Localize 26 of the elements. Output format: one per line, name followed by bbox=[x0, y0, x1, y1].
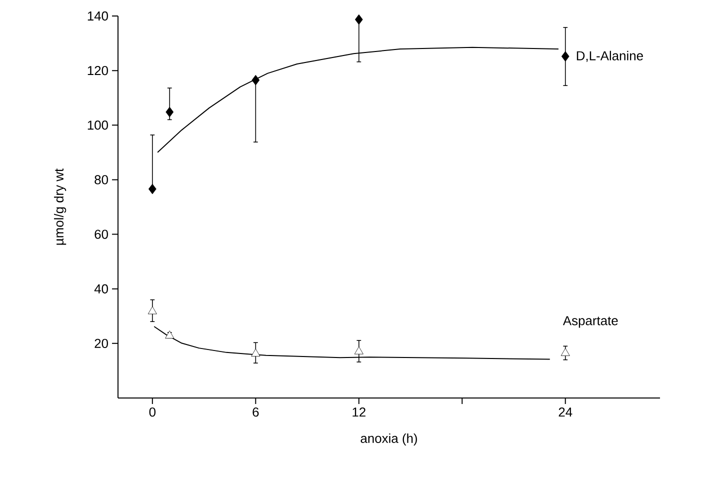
point bbox=[166, 106, 174, 118]
series-label: Aspartate bbox=[562, 316, 618, 328]
series-label: D,L-Alanine bbox=[576, 50, 643, 62]
x-axis-title: anoxia (h) bbox=[360, 433, 417, 446]
y-tick-label: 140 bbox=[88, 11, 108, 21]
x-tick-label: 24 bbox=[558, 407, 572, 417]
x-tick-label: 12 bbox=[352, 407, 366, 417]
point bbox=[252, 74, 260, 86]
point bbox=[148, 306, 157, 314]
y-tick-label: 60 bbox=[94, 230, 108, 239]
point bbox=[560, 348, 570, 356]
point bbox=[251, 348, 260, 356]
line-series bbox=[154, 326, 550, 360]
y-axis-title: µmol/g dry wt bbox=[54, 168, 66, 245]
y-tick-label: 80 bbox=[94, 175, 108, 184]
point bbox=[354, 346, 364, 354]
x-tick-label: 6 bbox=[252, 407, 259, 417]
x-tick-label: 0 bbox=[149, 407, 156, 417]
point bbox=[148, 184, 156, 194]
y-tick-label: 20 bbox=[94, 338, 108, 348]
y-tick-label: 100 bbox=[88, 120, 108, 130]
point bbox=[354, 14, 363, 25]
point bbox=[561, 51, 570, 62]
y-tick-label: 120 bbox=[88, 66, 108, 76]
point bbox=[165, 330, 174, 338]
y-tick-label: 40 bbox=[94, 284, 108, 294]
